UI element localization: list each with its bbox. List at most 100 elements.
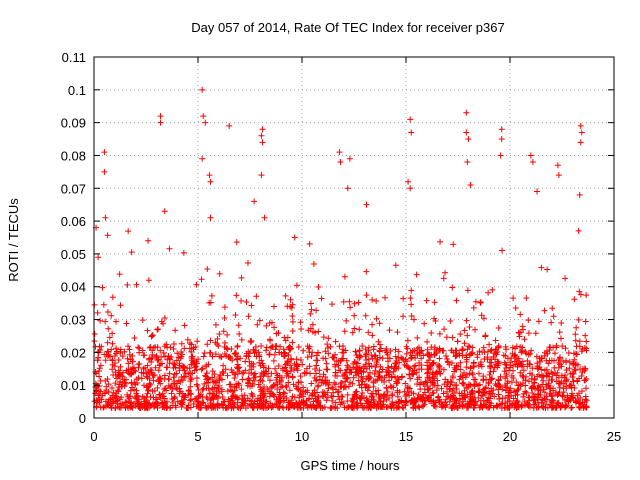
data-point bbox=[394, 329, 401, 336]
data-point bbox=[469, 387, 476, 394]
data-point bbox=[442, 352, 449, 359]
data-point bbox=[271, 351, 278, 358]
data-point bbox=[409, 348, 416, 355]
data-point bbox=[403, 350, 410, 357]
data-point bbox=[222, 366, 229, 373]
data-point bbox=[106, 334, 113, 341]
data-point bbox=[540, 377, 547, 384]
data-point bbox=[104, 376, 111, 383]
data-point bbox=[355, 402, 362, 409]
data-point bbox=[529, 383, 536, 390]
data-point bbox=[259, 139, 266, 146]
data-point bbox=[428, 398, 435, 405]
data-point bbox=[407, 295, 414, 302]
data-point bbox=[517, 343, 524, 350]
data-point bbox=[254, 397, 261, 404]
data-point bbox=[390, 368, 397, 375]
data-point bbox=[313, 377, 320, 384]
y-tick-label: 0.06 bbox=[61, 214, 86, 229]
data-point bbox=[94, 309, 101, 316]
data-point bbox=[273, 400, 280, 407]
data-point bbox=[116, 271, 123, 278]
data-point bbox=[576, 375, 583, 382]
data-point bbox=[101, 149, 108, 156]
data-point bbox=[385, 367, 392, 374]
data-point bbox=[357, 353, 364, 360]
data-point bbox=[492, 337, 499, 344]
data-point bbox=[448, 347, 455, 354]
data-point bbox=[431, 315, 438, 322]
data-point bbox=[297, 356, 304, 363]
y-tick-label: 0.04 bbox=[61, 280, 86, 295]
data-point bbox=[250, 374, 257, 381]
data-point bbox=[530, 393, 537, 400]
data-point bbox=[311, 403, 318, 410]
data-point bbox=[424, 366, 431, 373]
data-point bbox=[171, 361, 178, 368]
data-point bbox=[509, 401, 516, 408]
data-point bbox=[148, 355, 155, 362]
data-point bbox=[189, 353, 196, 360]
data-point bbox=[359, 375, 366, 382]
data-point bbox=[420, 402, 427, 409]
data-point bbox=[515, 329, 522, 336]
data-point bbox=[316, 373, 323, 380]
data-point bbox=[151, 387, 158, 394]
data-point bbox=[216, 353, 223, 360]
data-point bbox=[411, 367, 418, 374]
data-point bbox=[377, 400, 384, 407]
data-point bbox=[154, 384, 161, 391]
data-point bbox=[156, 391, 163, 398]
data-point bbox=[456, 352, 463, 359]
data-point bbox=[282, 292, 289, 299]
data-point bbox=[418, 355, 425, 362]
data-point bbox=[388, 384, 395, 391]
data-point bbox=[180, 393, 187, 400]
data-point bbox=[519, 348, 526, 355]
data-point bbox=[496, 395, 503, 402]
data-point bbox=[466, 323, 473, 330]
data-point bbox=[133, 281, 140, 288]
data-point bbox=[190, 359, 197, 366]
data-point bbox=[551, 357, 558, 364]
data-point bbox=[436, 396, 443, 403]
data-point bbox=[416, 344, 423, 351]
data-point bbox=[469, 344, 476, 351]
data-point bbox=[354, 399, 361, 406]
data-point bbox=[272, 365, 279, 372]
data-point bbox=[419, 403, 426, 410]
data-point bbox=[129, 352, 136, 359]
data-point bbox=[556, 329, 563, 336]
data-point bbox=[463, 358, 470, 365]
data-point bbox=[314, 383, 321, 390]
data-point bbox=[457, 366, 464, 373]
data-point bbox=[555, 399, 562, 406]
data-point bbox=[549, 305, 556, 312]
data-point bbox=[563, 383, 570, 390]
data-point bbox=[337, 358, 344, 365]
data-point bbox=[178, 349, 185, 356]
data-point bbox=[576, 191, 583, 198]
data-point bbox=[282, 352, 289, 359]
data-point bbox=[421, 320, 428, 327]
data-point bbox=[437, 238, 444, 245]
x-tick-label: 25 bbox=[607, 429, 621, 444]
data-point bbox=[236, 364, 243, 371]
data-point bbox=[509, 344, 516, 351]
data-point bbox=[129, 358, 136, 365]
data-point bbox=[519, 363, 526, 370]
data-point bbox=[459, 392, 466, 399]
data-point bbox=[551, 350, 558, 357]
data-point bbox=[173, 370, 180, 377]
data-point bbox=[442, 396, 449, 403]
data-point bbox=[322, 355, 329, 362]
data-point bbox=[365, 329, 372, 336]
data-point bbox=[212, 405, 219, 412]
data-point bbox=[207, 349, 214, 356]
data-point bbox=[241, 392, 248, 399]
data-point bbox=[293, 356, 300, 363]
data-point bbox=[487, 364, 494, 371]
data-point bbox=[520, 390, 527, 397]
data-point bbox=[182, 373, 189, 380]
